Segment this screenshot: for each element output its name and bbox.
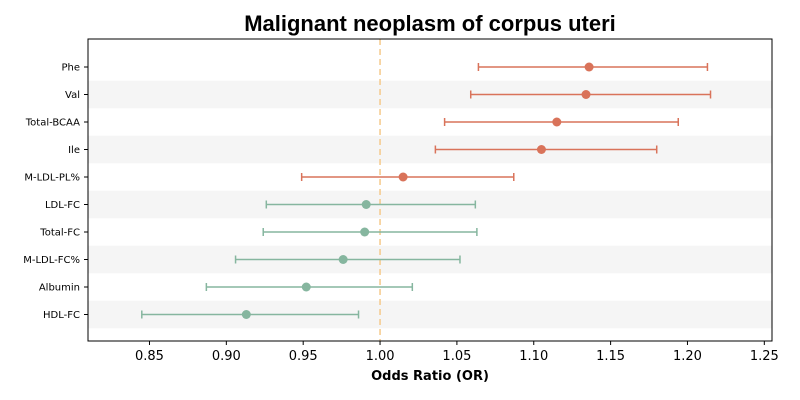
x-tick-label: 1.15 xyxy=(596,349,625,364)
or-point xyxy=(552,117,562,127)
y-tick-label: Ile xyxy=(68,145,80,156)
x-tick-label: 1.00 xyxy=(366,349,395,364)
y-tick-label: Total-FC xyxy=(39,228,80,239)
x-tick-label: 1.25 xyxy=(750,349,779,364)
or-point xyxy=(361,200,371,209)
or-point xyxy=(241,310,251,319)
x-axis: 0.85 0.90 0.95 1.00 1.05 1.10 1.15 1.20 1.25 xyxy=(135,341,779,364)
y-tick-label: LDL-FC xyxy=(45,200,80,211)
x-tick-label: 1.20 xyxy=(673,349,702,364)
or-point xyxy=(338,255,348,264)
x-axis-label: Odds Ratio (OR) xyxy=(371,369,489,384)
y-tick-label: Total-BCAA xyxy=(25,118,80,129)
chart-title: Malignant neoplasm of corpus uteri xyxy=(244,11,616,36)
or-point xyxy=(398,172,408,182)
row-band xyxy=(88,135,772,164)
x-tick-label: 1.05 xyxy=(442,349,471,364)
plot-frame xyxy=(87,38,773,342)
x-tick-label: 0.90 xyxy=(212,349,241,364)
or-point xyxy=(536,145,546,154)
x-tick-label: 0.85 xyxy=(135,349,164,364)
y-tick-label: M-LDL-FC% xyxy=(23,255,80,266)
or-point xyxy=(581,90,591,99)
or-point xyxy=(584,62,594,72)
y-tick-label: Albumin xyxy=(39,283,80,294)
x-tick-label: 0.95 xyxy=(289,349,318,364)
y-tick-label: HDL-FC xyxy=(43,310,80,321)
y-tick-label: M-LDL-PL% xyxy=(24,173,80,184)
y-tick-label: Val xyxy=(65,90,80,101)
or-point xyxy=(301,282,311,292)
x-tick-label: 1.10 xyxy=(519,349,548,364)
y-axis: Phe Val Total-BCAA Ile M-LDL-PL% LDL-FC Total-… xyxy=(23,63,88,321)
or-point xyxy=(360,227,370,237)
y-tick-label: Phe xyxy=(61,63,80,74)
data-marks xyxy=(141,62,712,319)
